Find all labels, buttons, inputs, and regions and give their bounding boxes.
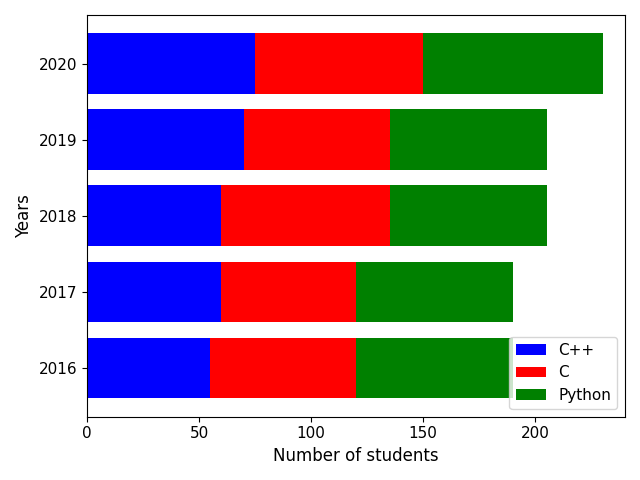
- Bar: [221, 262, 356, 323]
- Bar: [356, 262, 513, 323]
- Bar: [356, 337, 513, 398]
- Bar: [255, 33, 423, 94]
- X-axis label: Number of students: Number of students: [273, 447, 439, 465]
- Bar: [87, 262, 221, 323]
- Bar: [390, 185, 547, 246]
- Bar: [221, 185, 390, 246]
- Y-axis label: Years: Years: [15, 194, 33, 238]
- Bar: [87, 185, 221, 246]
- Bar: [210, 337, 356, 398]
- Bar: [87, 337, 210, 398]
- Bar: [390, 109, 547, 170]
- Legend: C++, C, Python: C++, C, Python: [509, 336, 618, 409]
- Bar: [244, 109, 390, 170]
- Bar: [423, 33, 603, 94]
- Bar: [87, 109, 244, 170]
- Bar: [87, 33, 255, 94]
